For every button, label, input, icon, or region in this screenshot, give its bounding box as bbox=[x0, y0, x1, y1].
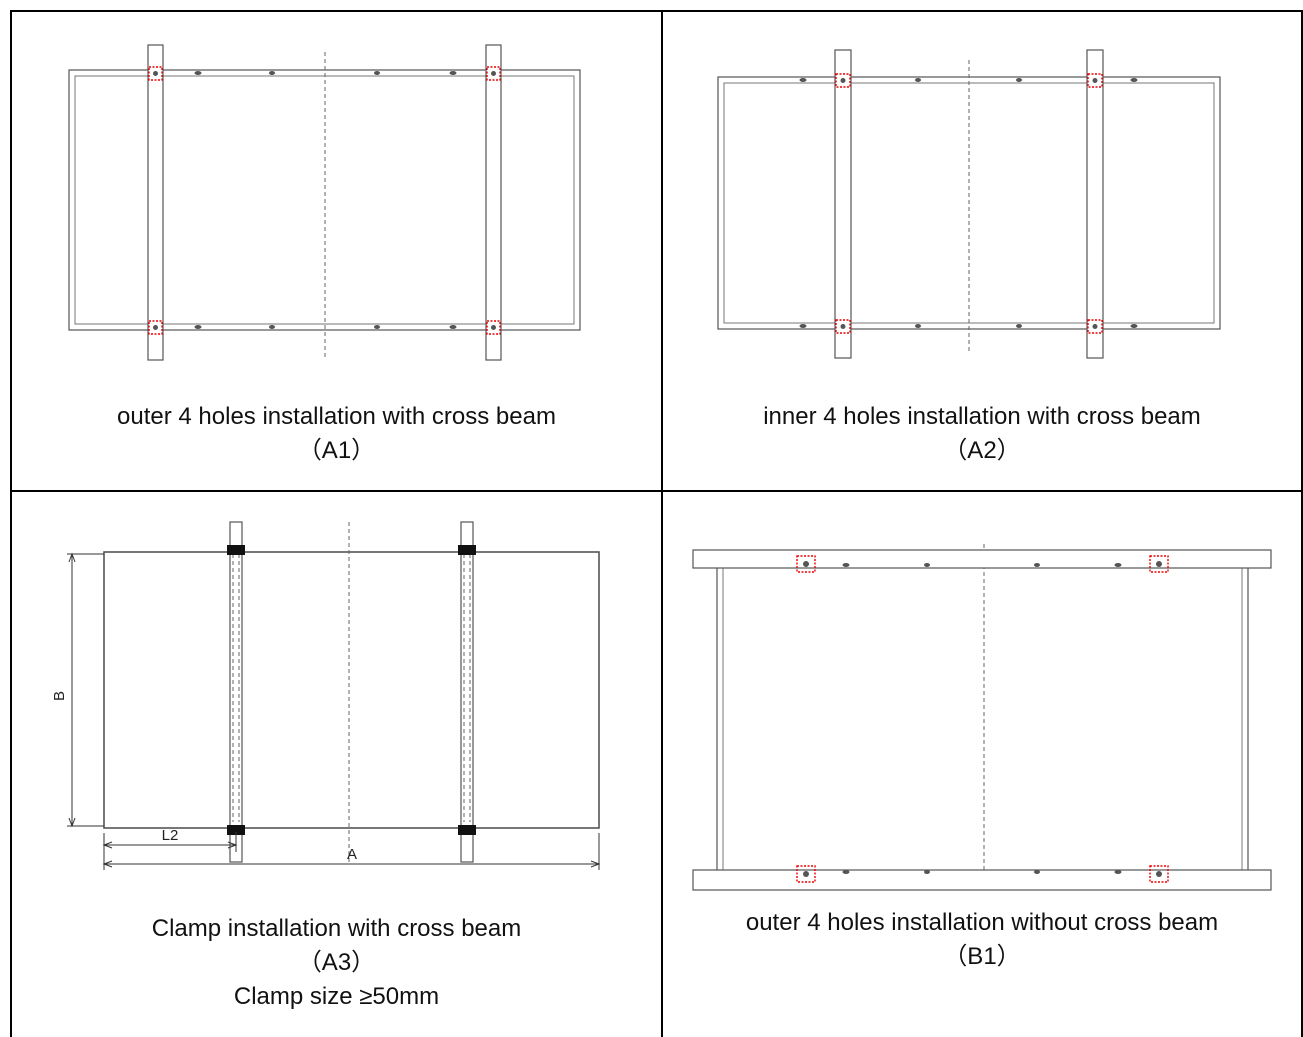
panel-frame-outer bbox=[716, 561, 1249, 877]
rail-top bbox=[692, 549, 1272, 569]
rail-bottom bbox=[692, 869, 1272, 891]
cross-beam-left bbox=[147, 44, 164, 361]
cross-beam-left bbox=[229, 521, 243, 863]
panel-b1-drawing bbox=[692, 544, 1272, 891]
table-border-left bbox=[10, 10, 12, 1037]
panel-a2-drawing bbox=[717, 49, 1221, 359]
table-border-middle bbox=[661, 10, 663, 1037]
frame-holes bbox=[842, 563, 1122, 874]
panel-a3-caption: Clamp installation with cross beam （A3） … bbox=[12, 912, 661, 1014]
table-border-top bbox=[10, 10, 1303, 12]
panel-a3: B L2 A Clamp installation with cross bea… bbox=[12, 492, 661, 1037]
panel-frame-inner bbox=[722, 567, 1243, 871]
dimension-b-label: B bbox=[51, 691, 68, 701]
cross-beam-right bbox=[1086, 49, 1104, 359]
clamp-markers bbox=[227, 545, 476, 835]
panel-a3-drawing: B L2 A bbox=[51, 521, 601, 870]
dimension-a bbox=[102, 833, 601, 870]
panel-frame bbox=[103, 551, 600, 829]
cross-beam-left bbox=[834, 49, 852, 359]
frame-holes bbox=[194, 71, 457, 329]
panel-b1-caption: outer 4 holes installation without cross… bbox=[663, 906, 1301, 974]
cross-beam-right bbox=[485, 44, 502, 361]
caption-title: Clamp installation with cross beam bbox=[151, 915, 522, 942]
caption-code: （A3） bbox=[297, 949, 376, 976]
dimension-b bbox=[67, 552, 104, 828]
table-border-row-divider bbox=[10, 490, 1303, 492]
dimension-l2-label: L2 bbox=[162, 827, 179, 844]
installation-diagram-table: outer 4 holes installation with cross be… bbox=[10, 10, 1303, 1037]
panel-a2: inner 4 holes installation with cross be… bbox=[663, 12, 1301, 490]
panel-a1-drawing bbox=[68, 44, 581, 361]
panel-a1-caption: outer 4 holes installation with cross be… bbox=[12, 400, 661, 468]
panel-a2-caption: inner 4 holes installation with cross be… bbox=[663, 400, 1301, 468]
frame-holes bbox=[799, 78, 1138, 328]
caption-code: （A1） bbox=[297, 437, 376, 464]
caption-code: （B1） bbox=[943, 943, 1021, 970]
caption-title: outer 4 holes installation with cross be… bbox=[117, 403, 556, 430]
table-border-right bbox=[1301, 10, 1303, 1037]
mount-hole-markers bbox=[148, 66, 501, 335]
caption-title: outer 4 holes installation without cross… bbox=[745, 909, 1219, 936]
dimension-a-label: A bbox=[347, 846, 357, 863]
panel-a1: outer 4 holes installation with cross be… bbox=[12, 12, 661, 490]
mount-hole-markers bbox=[835, 73, 1103, 334]
mount-hole-markers bbox=[796, 555, 1169, 883]
cross-beam-right bbox=[460, 521, 474, 863]
caption-code: （A2） bbox=[943, 437, 1021, 464]
caption-note: Clamp size ≥50mm bbox=[233, 983, 440, 1010]
caption-title: inner 4 holes installation with cross be… bbox=[763, 403, 1201, 430]
panel-b1: outer 4 holes installation without cross… bbox=[663, 492, 1301, 1037]
